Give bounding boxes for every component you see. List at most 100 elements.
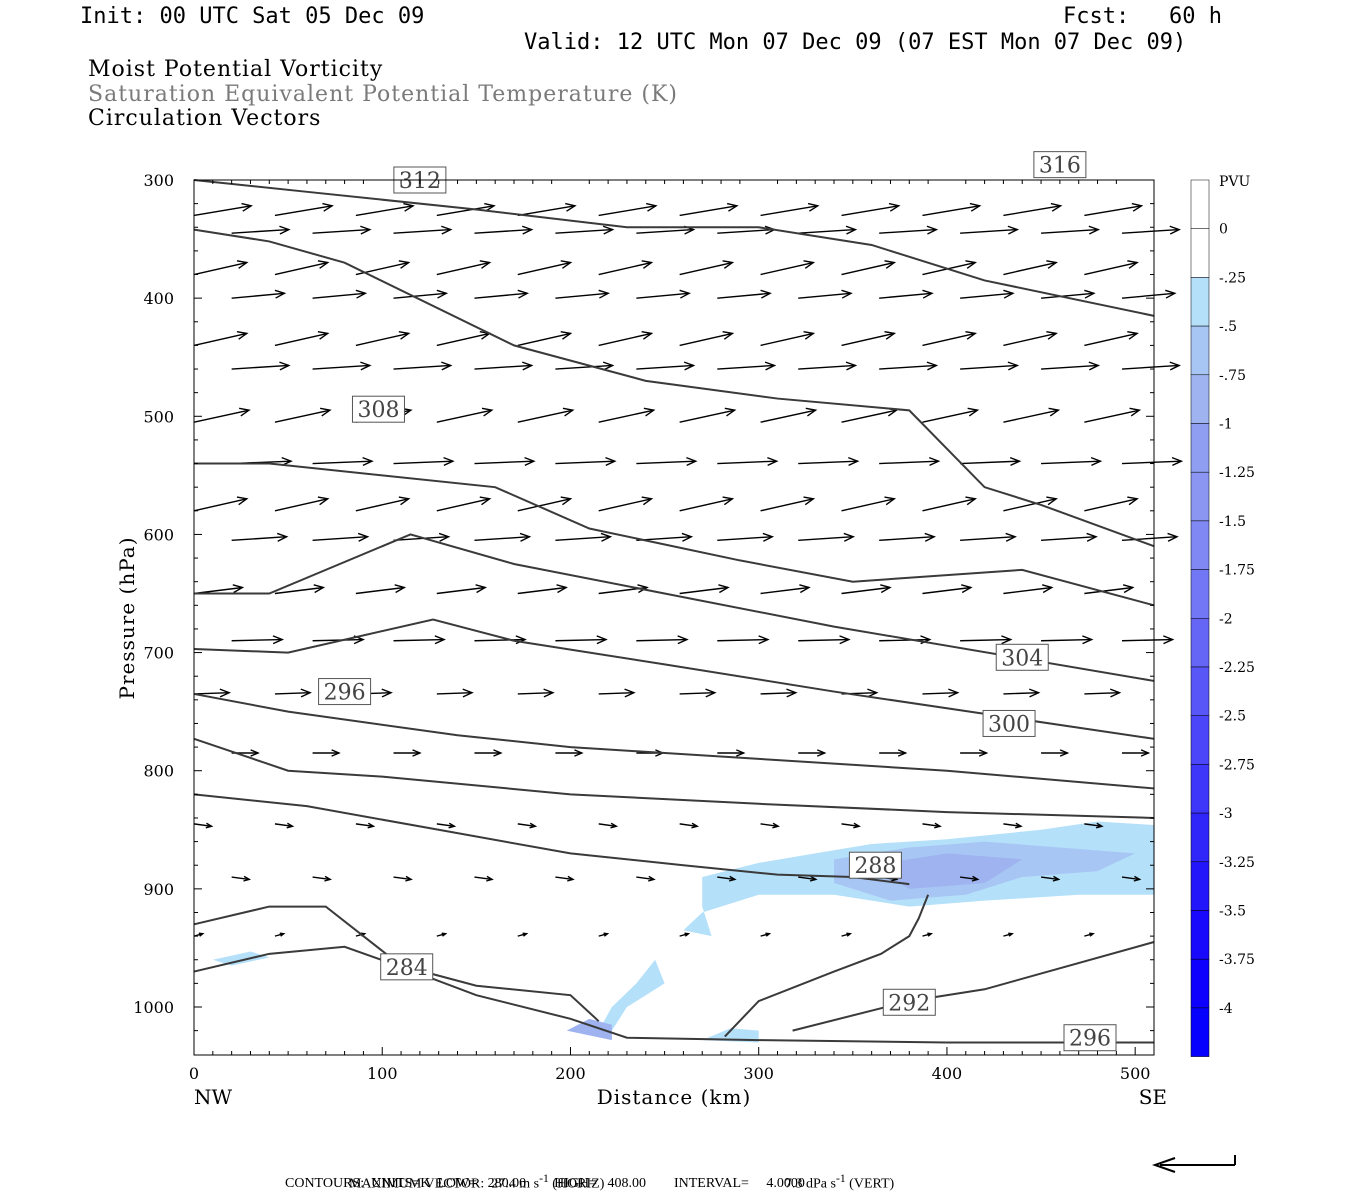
vector-arrow-head: [486, 875, 494, 882]
vector-arrow: [798, 364, 856, 370]
vector-arrow-head: [880, 584, 892, 594]
max-vector-vert-text: 7.3 dPa s-1 (VERT): [785, 1172, 895, 1192]
vector-arrow-head: [236, 330, 249, 340]
vector-arrow-head: [360, 225, 372, 235]
vector-arrow-head: [484, 202, 496, 212]
vector-arrow: [960, 638, 1011, 642]
vector-arrow: [717, 638, 768, 642]
vector-arrow-head: [1048, 407, 1061, 417]
vector-arrow-head: [853, 822, 861, 829]
vector-arrow-head: [1005, 532, 1017, 542]
vector-arrow-head: [398, 496, 411, 506]
vector-arrow-head: [922, 289, 934, 299]
theta-e-contour-308: [194, 462, 1155, 607]
vector-arrow: [355, 586, 405, 595]
vector-arrow: [1003, 332, 1057, 347]
vector-arrow: [841, 332, 895, 347]
vector-arrow-head: [867, 688, 879, 698]
colorbar-swatch: [1190, 861, 1210, 911]
max-vector-text: MAXIMUM VECTOR: 27.4 m s-1 (HORIZ): [349, 1172, 605, 1192]
vector-arrow: [355, 205, 414, 217]
vector-arrow-head: [722, 330, 735, 340]
vector-arrow-head: [360, 361, 372, 371]
vector-arrow-head: [362, 456, 374, 467]
vector-arrow-head: [786, 688, 798, 698]
vector-arrow-head: [272, 635, 285, 645]
vector-arrow-head: [441, 361, 453, 371]
vector-arrow-head: [736, 749, 746, 757]
vector-arrow: [1003, 261, 1057, 276]
vector-arrow-head: [481, 407, 494, 417]
vector-arrow: [1084, 692, 1120, 695]
contour-label-316: 316: [1039, 154, 1081, 179]
vector-arrow: [1003, 409, 1059, 423]
vector-arrow-head: [286, 822, 295, 829]
vector-arrow: [717, 292, 771, 299]
colorbar-swatch: [1190, 618, 1210, 668]
vector-arrow: [231, 876, 250, 881]
vector-arrow: [922, 823, 941, 827]
vector-arrow: [231, 292, 285, 299]
vector-arrow: [474, 460, 534, 465]
vector-arrow: [922, 409, 978, 423]
vector-arrow: [312, 364, 370, 370]
vector-arrow-head: [232, 584, 245, 594]
vector-arrow-head: [845, 225, 858, 235]
vector-arrow: [355, 823, 374, 827]
vector-arrow: [679, 498, 733, 512]
vector-arrow: [274, 586, 324, 595]
vector-arrow: [436, 205, 495, 217]
vector-arrow-head: [758, 635, 770, 645]
vector-arrow-head: [434, 635, 446, 645]
vector-arrow-head: [967, 407, 980, 417]
vector-arrow: [193, 823, 212, 827]
colorbar-swatch: [1190, 910, 1210, 960]
vector-arrow: [517, 498, 571, 512]
contour-label-308: 308: [357, 398, 399, 423]
vector-arrow-head: [1171, 456, 1184, 467]
vector-arrow-head: [398, 260, 411, 269]
vector-arrow-head: [574, 749, 584, 757]
vector-arrow-head: [355, 289, 368, 299]
contour-label-box: [995, 643, 1049, 671]
colorbar-label: -3.75: [1219, 952, 1255, 968]
vector-arrow: [193, 692, 230, 695]
vector-arrow-head: [897, 749, 908, 757]
vector-arrow-head: [843, 532, 856, 542]
vector-arrow-head: [767, 456, 779, 467]
vector-arrow-head: [839, 635, 851, 645]
colorbar-label: -1: [1219, 417, 1233, 433]
vector-arrow: [193, 205, 252, 217]
vector-arrow-head: [524, 456, 536, 467]
vector-arrow: [598, 261, 652, 276]
vector-arrow: [922, 498, 976, 512]
vector-arrow: [679, 332, 733, 347]
vector-arrow: [231, 638, 283, 642]
vector-arrow-head: [969, 202, 982, 212]
vector-arrow: [922, 692, 958, 695]
vector-arrow: [760, 409, 816, 423]
vector-arrow-head: [948, 688, 960, 698]
vector-arrow-head: [567, 875, 575, 882]
vector-arrow-head: [971, 875, 980, 882]
pv-shading-2: [871, 853, 1023, 889]
vector-arrow: [1003, 692, 1039, 695]
colorbar-swatch: [1190, 520, 1210, 570]
vector-arrow: [760, 332, 814, 347]
vector-arrow: [1084, 205, 1142, 217]
vector-arrow-head: [543, 688, 555, 698]
contour-label-box: [1063, 1024, 1117, 1052]
colorbar-label: -2.75: [1219, 757, 1255, 773]
x-axis-title: Distance (km): [597, 1085, 752, 1109]
vector-arrow: [598, 409, 654, 423]
vector-arrow: [1003, 586, 1052, 595]
vector-arrow: [879, 638, 930, 642]
vector-arrow-head: [610, 822, 619, 829]
vector-arrow-head: [646, 202, 658, 212]
vector-arrow: [193, 332, 247, 347]
init-time: Init: 00 UTC Sat 05 Dec 09: [80, 4, 425, 29]
vector-arrow: [1041, 364, 1099, 370]
vector-arrow: [555, 364, 613, 370]
vector-arrow: [598, 823, 617, 827]
vector-arrow: [679, 205, 737, 217]
